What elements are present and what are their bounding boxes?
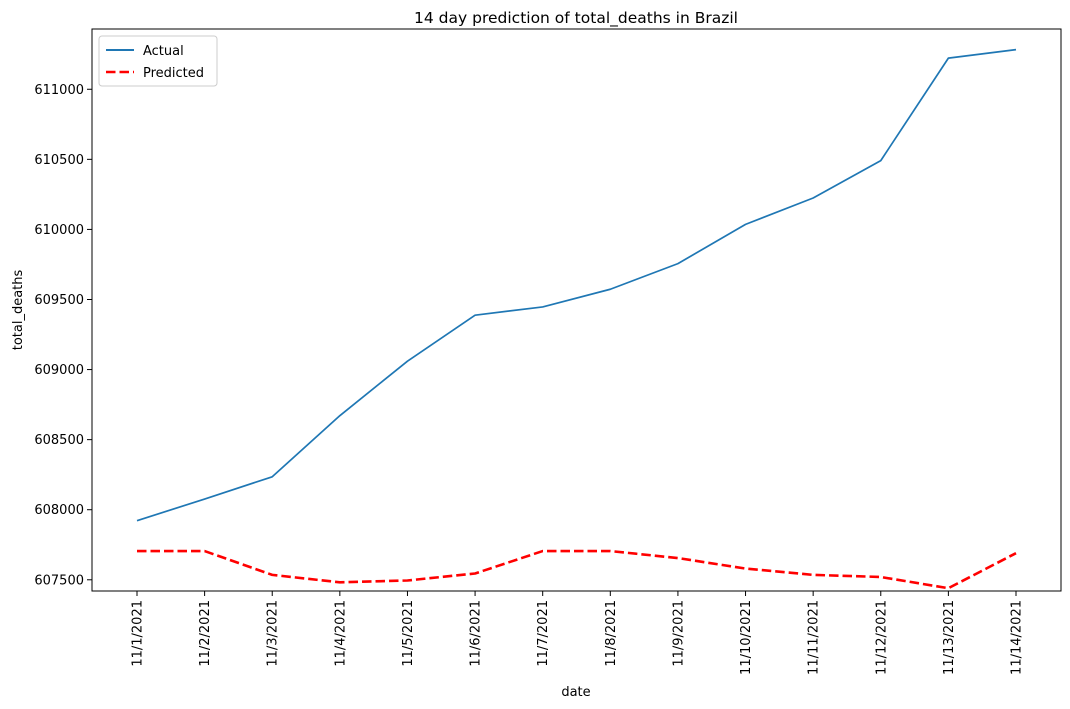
x-tick-label: 11/10/2021 xyxy=(739,600,754,675)
y-axis-label: total_deaths xyxy=(11,270,26,351)
x-tick-label: 11/5/2021 xyxy=(401,600,416,667)
x-axis: 11/1/2021 11/2/2021 11/3/2021 11/4/2021 11/5… xyxy=(131,591,1025,675)
x-tick-label: 11/11/2021 xyxy=(807,600,822,675)
series-line-actual xyxy=(136,48,1017,522)
x-axis-label: date xyxy=(561,685,590,700)
y-tick-label: 609000 xyxy=(34,363,84,378)
x-tick-label: 11/2/2021 xyxy=(198,600,213,667)
legend: Actual Predicted xyxy=(98,35,218,87)
series-layer xyxy=(136,48,1017,590)
x-tick-label: 11/4/2021 xyxy=(333,600,348,667)
x-tick-label: 11/3/2021 xyxy=(266,600,281,667)
y-tick-label: 608500 xyxy=(34,433,84,448)
x-tick-label: 11/14/2021 xyxy=(1010,600,1025,675)
y-tick-label: 609500 xyxy=(34,293,84,308)
plot-area xyxy=(91,28,1062,592)
y-tick-label: 610000 xyxy=(34,223,84,238)
chart-title: 14 day prediction of total_deaths in Bra… xyxy=(414,9,738,28)
y-tick-label: 608000 xyxy=(34,503,84,518)
x-tick-label: 11/9/2021 xyxy=(671,600,686,667)
y-axis: 607500 608000 608500 609000 609500 610000 6105… xyxy=(34,83,92,588)
series-line-predicted xyxy=(137,549,1017,590)
y-tick-label: 607500 xyxy=(34,573,84,588)
x-tick-label: 11/7/2021 xyxy=(536,600,551,667)
x-tick-label: 11/8/2021 xyxy=(604,600,619,667)
x-tick-label: 11/1/2021 xyxy=(131,600,146,667)
y-tick-label: 610500 xyxy=(34,153,84,168)
legend-label-predicted: Predicted xyxy=(143,66,204,81)
x-tick-label: 11/12/2021 xyxy=(874,600,889,675)
x-tick-label: 11/6/2021 xyxy=(469,600,484,667)
legend-label-actual: Actual xyxy=(143,44,184,59)
y-tick-label: 611000 xyxy=(34,83,84,98)
x-tick-label: 11/13/2021 xyxy=(942,600,957,675)
legend-box xyxy=(98,35,218,87)
